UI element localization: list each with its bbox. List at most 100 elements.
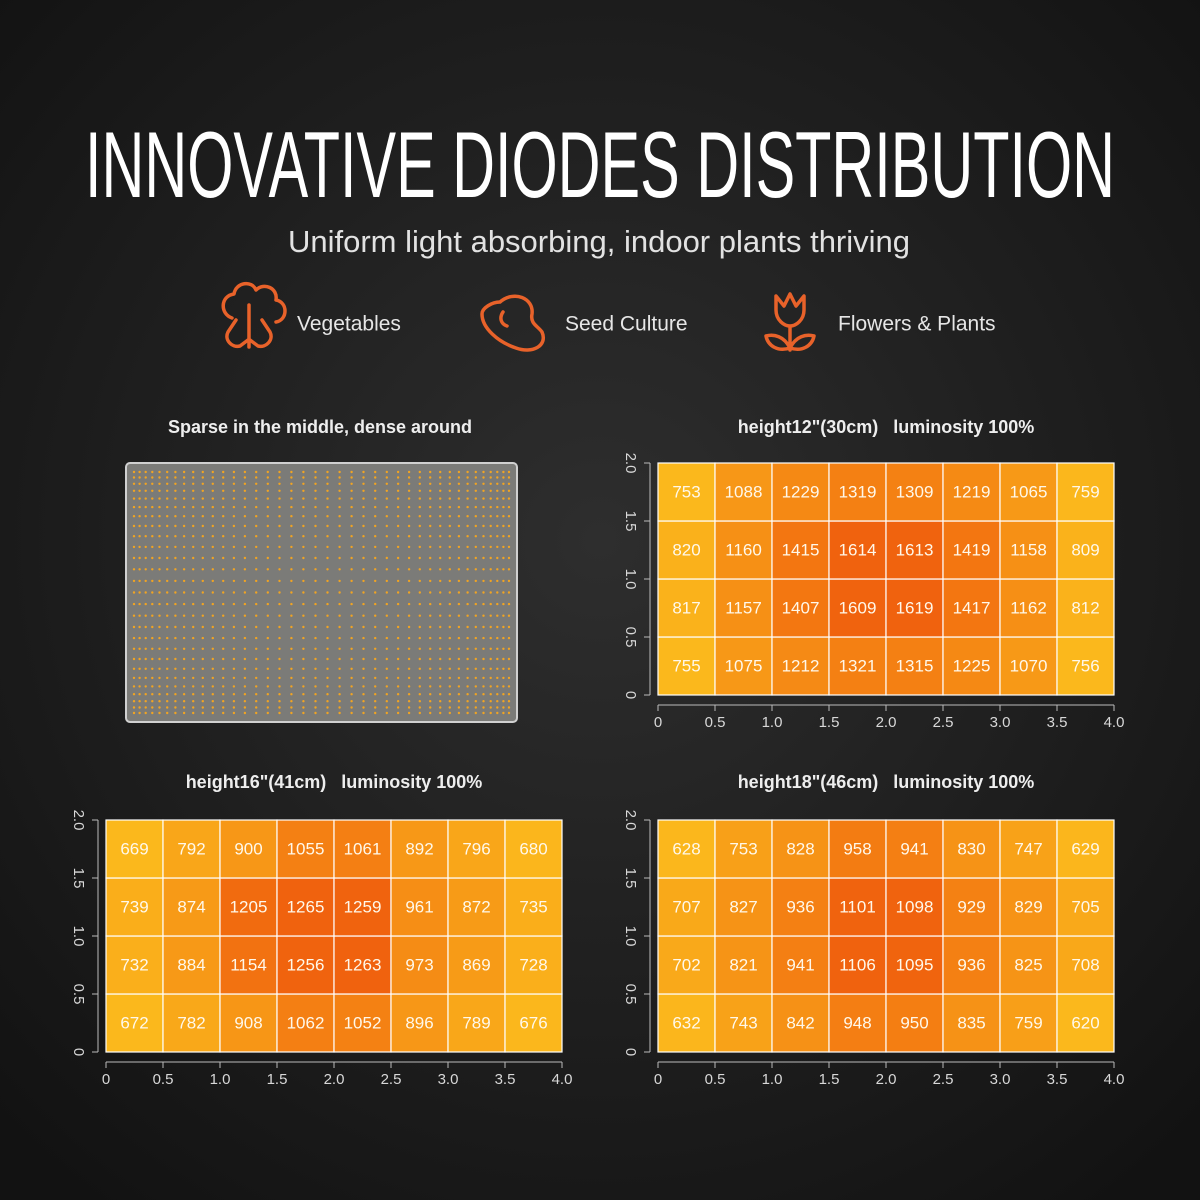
cell-label: 1619 [896, 598, 934, 617]
diode [266, 591, 269, 594]
diode [278, 545, 281, 549]
diode [448, 579, 451, 583]
diode [362, 515, 365, 518]
diode [362, 693, 365, 696]
diode [385, 524, 388, 528]
diode [192, 489, 195, 492]
diode [396, 685, 400, 688]
diode [338, 497, 341, 500]
diode [474, 524, 477, 528]
diode [474, 700, 477, 703]
diode [290, 685, 293, 688]
diode [374, 470, 377, 474]
diode [374, 685, 377, 688]
diode [192, 647, 195, 650]
diode [144, 568, 147, 571]
diode [255, 676, 258, 680]
diode [138, 636, 141, 640]
diode [496, 693, 499, 696]
diode [362, 470, 365, 474]
diode [302, 497, 305, 500]
diode [439, 568, 442, 571]
diode [278, 524, 281, 528]
diode [132, 667, 136, 670]
diode [211, 482, 214, 485]
diode [192, 711, 195, 715]
diode [278, 676, 281, 680]
diode [182, 636, 186, 640]
diode [290, 497, 293, 500]
diode [396, 676, 400, 680]
diode [496, 614, 499, 617]
cell-label: 759 [1014, 1013, 1042, 1032]
diode [211, 657, 214, 661]
diode [374, 476, 377, 479]
diode [201, 470, 204, 474]
diode [266, 700, 269, 703]
diode [132, 524, 136, 528]
diode [166, 505, 169, 509]
diode [474, 625, 477, 629]
heat-cell [714, 819, 773, 879]
diode [278, 579, 281, 583]
diode [255, 636, 258, 640]
diode [232, 602, 236, 606]
diode [174, 614, 177, 617]
diode [166, 657, 169, 661]
x-tick-label: 0.5 [153, 1071, 174, 1088]
diode [429, 579, 432, 583]
diode [502, 700, 505, 703]
diode [474, 470, 477, 474]
diode [151, 676, 154, 680]
diode [243, 667, 247, 670]
diode [314, 706, 317, 709]
diode [211, 535, 214, 538]
diode [362, 636, 365, 640]
diode [338, 706, 341, 709]
diode [144, 497, 147, 500]
diode [466, 568, 469, 571]
diode [192, 515, 195, 518]
heat-cell [1056, 877, 1115, 937]
diode [232, 693, 236, 696]
heat-cell [105, 819, 164, 879]
diode [201, 614, 204, 617]
diode [338, 535, 341, 538]
diode [138, 700, 141, 703]
heat-cell [885, 578, 944, 638]
diode [278, 657, 281, 661]
diode [439, 700, 442, 703]
diode [396, 505, 400, 509]
diode [201, 497, 204, 500]
diode [290, 470, 293, 474]
diode [182, 470, 186, 474]
diode [439, 482, 442, 485]
diode [266, 545, 269, 549]
diode [211, 489, 214, 492]
diode [326, 556, 329, 560]
diode [350, 482, 353, 485]
cell-label: 900 [234, 839, 262, 858]
diode [182, 535, 186, 538]
diode [201, 711, 204, 715]
diode [466, 556, 469, 560]
diode [429, 706, 432, 709]
diode [232, 647, 236, 650]
diode [266, 685, 269, 688]
diode [429, 535, 432, 538]
diode [429, 482, 432, 485]
diode [211, 693, 214, 696]
diode [385, 625, 388, 629]
diode [314, 676, 317, 680]
diode [429, 591, 432, 594]
diode [151, 667, 154, 670]
diode [496, 535, 499, 538]
cell-label: 1309 [896, 482, 934, 501]
heat-cell [828, 462, 887, 522]
diode [326, 685, 329, 688]
diode [151, 535, 154, 538]
diode [489, 706, 492, 709]
diode [439, 636, 442, 640]
diode [151, 602, 154, 606]
x-tick-label: 0 [654, 1071, 662, 1088]
